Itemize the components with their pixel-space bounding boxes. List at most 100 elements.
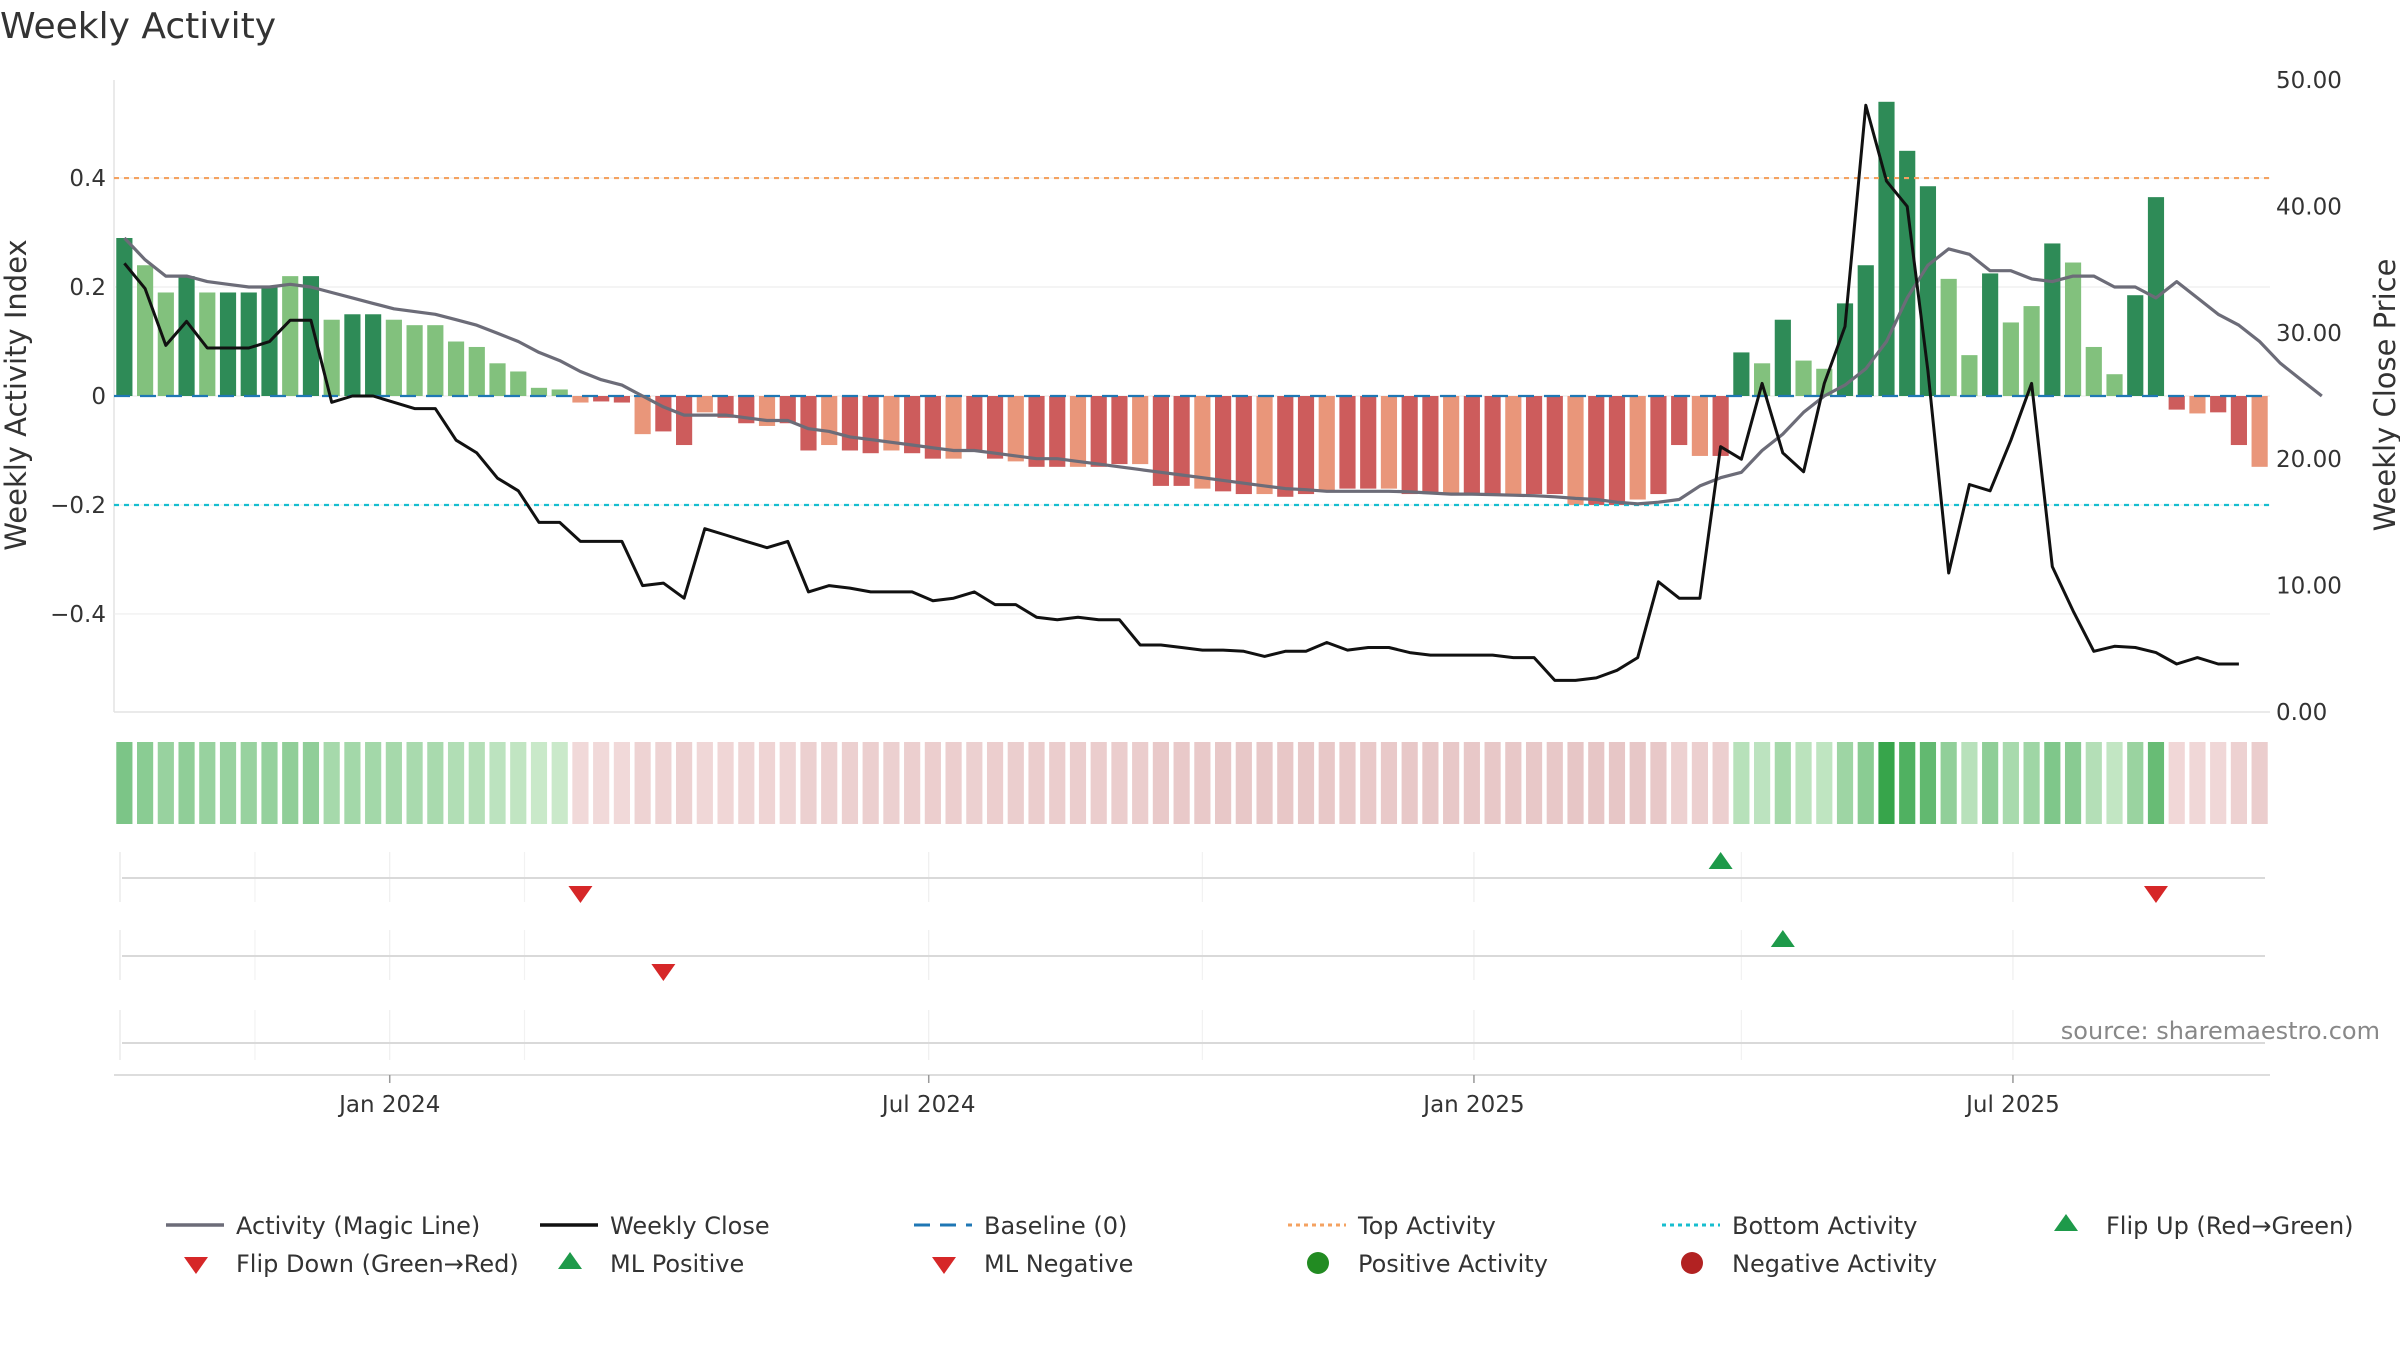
legend-item[interactable]: Activity (Magic Line) xyxy=(166,1212,480,1240)
activity-bar xyxy=(1090,396,1107,467)
heat-cell xyxy=(966,742,983,824)
activity-bar xyxy=(1380,396,1398,489)
activity-bar xyxy=(1525,396,1543,495)
heat-cell xyxy=(862,742,879,824)
heat-cell xyxy=(2230,742,2247,824)
activity-bar xyxy=(1297,396,1315,495)
y-tick-left-label: −0.2 xyxy=(50,493,106,519)
legend-item[interactable]: Flip Up (Red→Green) xyxy=(2054,1212,2354,1240)
ml-signal-panel xyxy=(119,930,2265,981)
heat-cell xyxy=(2210,742,2227,824)
activity-bar xyxy=(2127,295,2144,396)
legend-label: Positive Activity xyxy=(1358,1250,1548,1278)
heat-cell xyxy=(696,742,713,824)
activity-bar xyxy=(655,396,672,432)
activity-bar xyxy=(1360,396,1377,489)
activity-bar xyxy=(551,389,568,396)
activity-bar xyxy=(1028,396,1045,467)
activity-bar xyxy=(1546,396,1563,495)
activity-bar xyxy=(282,276,299,396)
legend[interactable]: Activity (Magic Line) Weekly Close Baselin… xyxy=(166,1212,2354,1278)
activity-bar xyxy=(1567,396,1584,505)
heat-cell xyxy=(1339,742,1356,824)
x-tick-label: Jul 2024 xyxy=(880,1092,976,1118)
heat-cell xyxy=(1256,742,1273,824)
activity-bar xyxy=(986,396,1004,459)
heat-cell xyxy=(1671,742,1688,824)
heat-cell xyxy=(717,742,734,824)
activity-bar xyxy=(1401,396,1418,495)
heat-cell xyxy=(1007,742,1024,824)
activity-bar xyxy=(1339,396,1356,489)
activity-bar xyxy=(1588,396,1605,505)
legend-item[interactable]: Weekly Close xyxy=(540,1212,770,1240)
heat-cell xyxy=(1982,742,1999,824)
heat-cell xyxy=(323,742,340,824)
activity-bar xyxy=(385,319,402,396)
activity-bar xyxy=(717,396,734,418)
legend-item[interactable]: Negative Activity xyxy=(1681,1250,1937,1278)
activity-bar xyxy=(821,396,838,446)
heat-cell xyxy=(1919,742,1937,824)
activity-bar xyxy=(137,265,154,396)
x-tick-label: Jan 2025 xyxy=(1421,1092,1524,1118)
activity-bar xyxy=(2023,306,2040,396)
legend-item[interactable]: ML Positive xyxy=(558,1250,744,1278)
heat-cell xyxy=(2189,742,2206,824)
activity-bar xyxy=(1069,396,1087,467)
y-axis-right-label: Weekly Close Price xyxy=(2368,259,2400,532)
heat-cell xyxy=(219,742,237,824)
activity-bar xyxy=(406,325,423,396)
activity-bar xyxy=(904,396,921,454)
legend-item[interactable]: Positive Activity xyxy=(1307,1250,1548,1278)
activity-bar xyxy=(841,396,859,451)
heat-cell xyxy=(1899,742,1916,824)
legend-item[interactable]: Flip Down (Green→Red) xyxy=(184,1250,519,1278)
heat-cell xyxy=(945,742,962,824)
heat-cell xyxy=(157,742,174,824)
legend-triangle-up-icon xyxy=(558,1252,582,1269)
activity-bar xyxy=(1422,396,1439,495)
activity-bar xyxy=(2251,396,2268,467)
activity-bar xyxy=(2168,396,2185,410)
heat-cell xyxy=(572,742,589,824)
heat-cell xyxy=(1028,742,1045,824)
heat-cell xyxy=(1754,742,1771,824)
y-tick-left-label: 0 xyxy=(91,384,106,410)
activity-bar xyxy=(2044,243,2061,396)
y-tick-right-label: 0.00 xyxy=(2276,700,2327,726)
heat-cell xyxy=(406,742,423,824)
flip-panel xyxy=(119,852,2265,903)
ml-negative-marker xyxy=(651,964,676,981)
heat-cell xyxy=(821,742,838,824)
legend-label: Flip Up (Red→Green) xyxy=(2106,1212,2354,1240)
heat-cell xyxy=(1878,742,1895,824)
activity-bar xyxy=(2085,346,2102,396)
heat-cell xyxy=(2044,742,2061,824)
legend-item[interactable]: Baseline (0) xyxy=(914,1212,1127,1240)
heat-cell xyxy=(1505,742,1522,824)
legend-item[interactable]: Bottom Activity xyxy=(1662,1212,1917,1240)
heat-cell xyxy=(904,742,921,824)
heat-cell xyxy=(655,742,672,824)
legend-item[interactable]: ML Negative xyxy=(932,1250,1133,1278)
legend-circle-icon xyxy=(1681,1252,1703,1274)
legend-circle-icon xyxy=(1307,1252,1329,1274)
legend-item[interactable]: Top Activity xyxy=(1288,1212,1496,1240)
activity-bar xyxy=(510,371,527,396)
activity-bar xyxy=(1754,363,1771,396)
activity-bar xyxy=(199,292,216,396)
heat-cell xyxy=(1173,742,1190,824)
activity-bar xyxy=(1899,150,1916,396)
ml-positive-marker xyxy=(1770,930,1795,947)
heat-cell xyxy=(1132,742,1149,824)
x-tick-label: Jul 2025 xyxy=(1964,1092,2060,1118)
heat-cell xyxy=(2023,742,2040,824)
heat-cell xyxy=(593,742,610,824)
heat-cell xyxy=(1608,742,1626,824)
heat-cell xyxy=(1111,742,1128,824)
activity-bar xyxy=(1650,396,1667,495)
heat-cell xyxy=(1380,742,1398,824)
activity-bar xyxy=(1878,101,1895,397)
activity-bar xyxy=(2064,262,2082,396)
